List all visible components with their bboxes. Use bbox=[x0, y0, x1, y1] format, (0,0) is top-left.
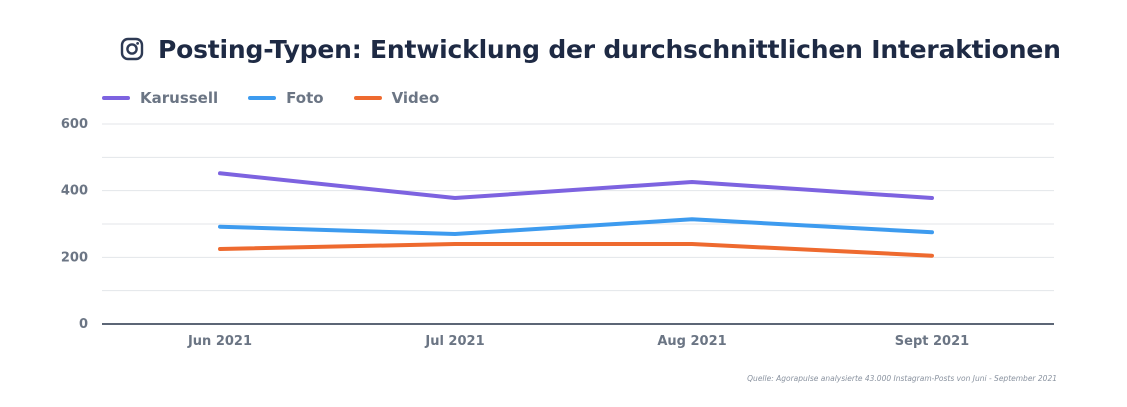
title-row: Posting-Typen: Entwicklung der durchschn… bbox=[120, 28, 1061, 70]
x-tick-label: Jul 2021 bbox=[424, 334, 484, 349]
instagram-icon bbox=[120, 37, 144, 61]
legend-swatch-video bbox=[353, 96, 382, 100]
chart-legend: Karussell Foto Video bbox=[102, 86, 469, 110]
legend-label-foto: Foto bbox=[286, 89, 324, 107]
axis-layer: 0 200 400 600 Jun 2021 Jul 2021 Aug 2021 Sept 2… bbox=[61, 117, 1054, 349]
legend-swatch-foto bbox=[248, 96, 277, 100]
legend-swatch-karussell bbox=[102, 96, 130, 100]
x-tick-label: Sept 2021 bbox=[895, 334, 969, 349]
series-line-karussell bbox=[218, 171, 934, 200]
source-note: Quelle: Agorapulse analysierte 43.000 In… bbox=[747, 374, 1057, 383]
chart-title: Posting-Typen: Entwicklung der durchschn… bbox=[158, 34, 1061, 64]
legend-label-video: Video bbox=[391, 89, 440, 107]
legend-item-foto: Foto bbox=[248, 89, 324, 107]
y-tick-label: 0 bbox=[79, 317, 88, 332]
series-line-foto bbox=[218, 217, 934, 236]
series-layer bbox=[218, 171, 934, 258]
legend-label-karussell: Karussell bbox=[140, 89, 219, 107]
y-tick-label: 600 bbox=[61, 117, 88, 132]
legend-item-video: Video bbox=[353, 89, 440, 107]
legend-item-karussell: Karussell bbox=[102, 89, 218, 107]
grid-layer bbox=[102, 123, 1054, 292]
x-tick-label: Aug 2021 bbox=[657, 334, 726, 349]
y-tick-label: 400 bbox=[61, 184, 88, 199]
series-line-video bbox=[218, 242, 934, 258]
y-tick-label: 200 bbox=[61, 250, 88, 265]
x-tick-label: Jun 2021 bbox=[187, 334, 252, 349]
